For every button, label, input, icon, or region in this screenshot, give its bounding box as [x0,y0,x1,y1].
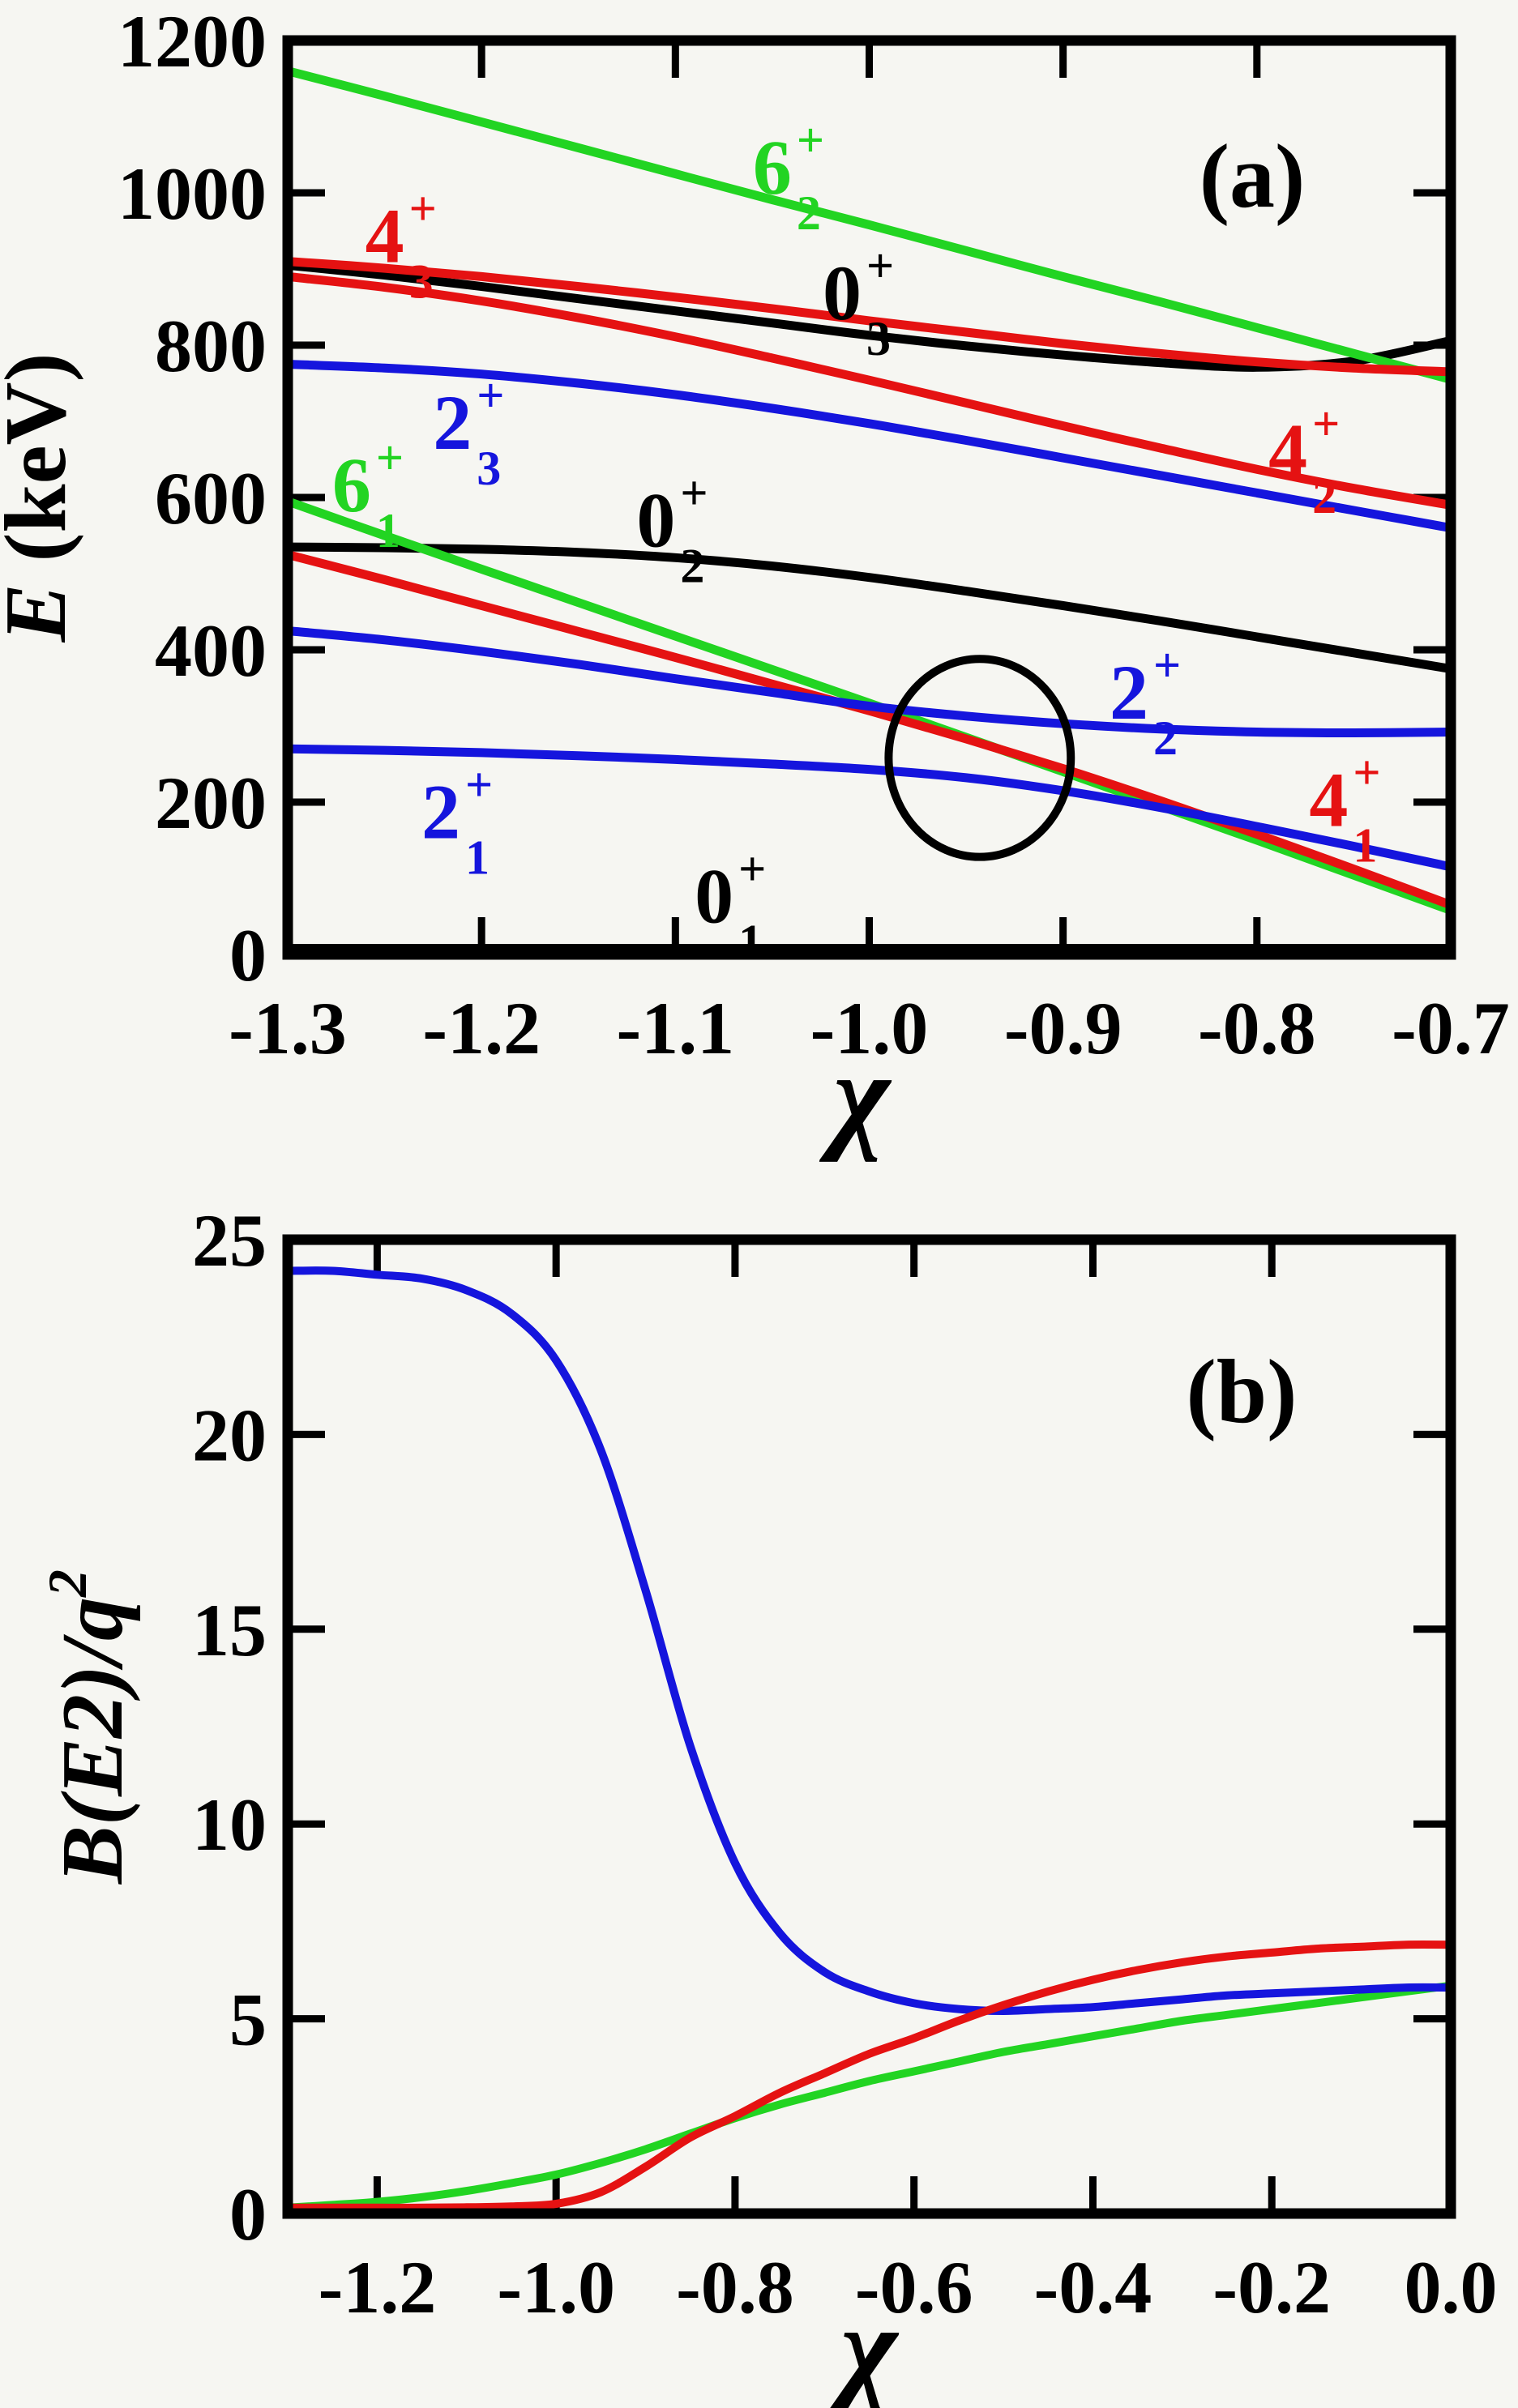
curve-2_2+ [288,626,1451,737]
y-tick-label: 0 [229,914,267,997]
x-tick-label: -1.1 [617,987,735,1070]
state-label-2-1: 2 [421,768,460,855]
state-label-sup: + [409,182,437,236]
y-axis-title-part: B(E2)/q [45,1597,141,1885]
state-label-sup: + [1353,745,1380,799]
y-tick-label: 400 [155,609,267,692]
state-label-6-2: 6 [753,124,792,211]
panel-b: -1.2 -1.0 -0.8 -0.6 -0.4 -0.2 0.0 0 5 10 15 20 25 B(E… [36,1199,1498,2329]
state-label-sub: 3 [866,312,891,365]
state-label-sub: 3 [477,442,501,495]
state-label-4-1: 4 [1309,756,1348,843]
x-tick-label: -0.9 [1004,987,1122,1070]
curve-6_2+ [288,66,1451,384]
y-tick-label: 200 [155,762,267,844]
y-axis-title-part: 2 [36,1569,98,1598]
curve-BE2-red [288,1940,1451,2212]
state-label-sup: + [1312,397,1340,450]
state-label-0-3: 0 [823,250,862,336]
x-tick-label: -1.0 [497,2246,615,2329]
y-tick-label: 1200 [118,0,267,83]
state-label-sup: + [1153,638,1181,692]
curve-2_3+ [288,360,1451,533]
panel-a: -1.3 -1.2 -1.1 -1.0 -0.9 -0.8 -0.7020040060080… [0,0,1510,1070]
panel-b-tag: (b) [1186,1342,1298,1442]
x-tick-label: -0.4 [1034,2246,1152,2329]
state-label-sub: 1 [376,504,400,557]
y-tick-label: 800 [155,305,267,387]
x-tick-label: -0.7 [1392,987,1510,1070]
y-tick-label: 0 [229,2173,267,2256]
state-label-sub: 2 [1153,711,1178,765]
curves [288,66,1451,953]
state-label-sub: 1 [738,916,763,969]
curve-4_2+ [288,271,1451,510]
x-tick-label: -1.2 [422,987,541,1070]
y-tick-label: 20 [192,1394,267,1476]
state-label-4-3: 4 [366,193,404,280]
state-label-sup: + [738,843,766,896]
state-label-sub: 2 [680,539,704,592]
state-label-0-1: 0 [695,853,733,940]
state-label-sup: + [866,239,894,292]
curve-4_1+ [288,550,1451,910]
panel-a-frame [282,35,1456,960]
y-tick-label: 10 [192,1783,267,1866]
state-label-sup: + [680,466,708,519]
x-tick-label: -0.8 [676,2246,794,2329]
x-tick-label: -1.0 [810,987,929,1070]
curve-BE2-green [288,1981,1451,2212]
state-label-0-2: 0 [636,476,675,563]
panel-b-frame [282,1234,1456,2219]
panel-b-x-axis-title: χ [840,2281,897,2408]
x-tick-label: -1.2 [319,2246,437,2329]
y-tick-label: 15 [192,1589,267,1672]
panel-a-x-axis-title: χ [833,1028,890,1163]
state-label-sup: + [376,431,404,485]
curve-0_3+ [288,260,1451,372]
state-label-sub: 1 [1353,818,1377,872]
y-tick-label: 1000 [118,152,267,235]
y-axis-title-b: B(E2)/q2 [36,1569,141,1885]
x-tick-label: -1.3 [229,987,347,1070]
curve-0_2+ [288,542,1451,673]
state-label-sub: 2 [797,186,821,240]
y-tick-label: 5 [229,1979,267,2061]
curve-BE2-blue [288,1266,1451,2015]
state-label-sub: 3 [409,255,434,309]
y-axis-title-part: (keV) [0,353,84,584]
x-tick-label: 0.0 [1405,2246,1498,2329]
curves [288,1266,1451,2212]
state-label-sub: 2 [1312,470,1336,523]
state-label-2-3: 2 [433,379,472,466]
x-tick-label: -0.2 [1212,2246,1331,2329]
state-label-4-2: 4 [1268,408,1307,494]
state-label-sup: + [797,113,824,167]
y-axis-title-part: E [0,583,84,643]
y-axis-title-a: E (keV) [0,353,84,643]
x-tick-label: -0.8 [1198,987,1316,1070]
crossing-circle [884,655,1075,861]
state-label-sup: + [465,758,493,811]
curve-2_1+ [288,744,1451,872]
state-label-6-1: 6 [332,442,371,528]
curve-4_3+ [288,257,1451,377]
state-label-sup: + [477,369,504,422]
x-tick-label: -0.6 [855,2246,973,2329]
state-label-sub: 1 [465,830,490,884]
y-tick-label: 25 [192,1199,267,1282]
state-label-2-2: 2 [1110,649,1148,736]
panel-a-tag: (a) [1199,126,1306,227]
y-tick-label: 600 [155,457,267,540]
